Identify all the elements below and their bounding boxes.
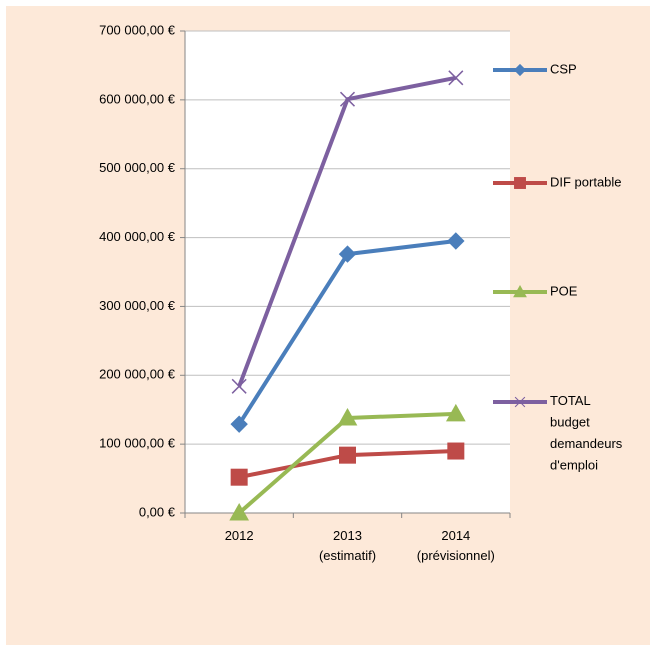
x-tick-label: 2013 (estimatif) — [319, 528, 376, 563]
y-tick-label: 0,00 € — [139, 504, 176, 519]
y-tick-label: 100 000,00 € — [99, 436, 176, 451]
data-point — [229, 502, 250, 521]
y-tick-label: 300 000,00 € — [99, 298, 176, 313]
x-tick-label: 2012 — [225, 528, 254, 543]
data-point — [231, 378, 247, 394]
data-point — [230, 468, 248, 486]
legend-label: POE — [550, 283, 578, 298]
legend-label: TOTAL budget demandeurs d'emploi — [550, 393, 623, 473]
y-tick-label: 500 000,00 € — [99, 160, 176, 175]
y-tick-label: 600 000,00 € — [99, 91, 176, 106]
data-point — [339, 446, 356, 464]
legend-label: CSP — [550, 61, 577, 76]
data-point — [230, 415, 248, 433]
y-tick-label: 700 000,00 € — [99, 22, 176, 37]
x-tick-label: 2014 (prévisionnel) — [417, 528, 495, 563]
data-point — [447, 442, 465, 460]
y-tick-label: 400 000,00 € — [99, 229, 176, 244]
legend-marker — [513, 63, 527, 77]
legend-marker — [514, 396, 526, 408]
legend-label: DIF portable — [550, 174, 622, 189]
data-point — [338, 245, 357, 263]
data-point — [337, 407, 358, 426]
data-point — [445, 403, 466, 422]
data-point — [339, 91, 356, 107]
data-point — [447, 232, 465, 250]
data-point — [448, 70, 464, 86]
legend-marker — [514, 177, 526, 189]
legend-marker — [513, 284, 527, 298]
y-tick-label: 200 000,00 € — [99, 367, 176, 382]
